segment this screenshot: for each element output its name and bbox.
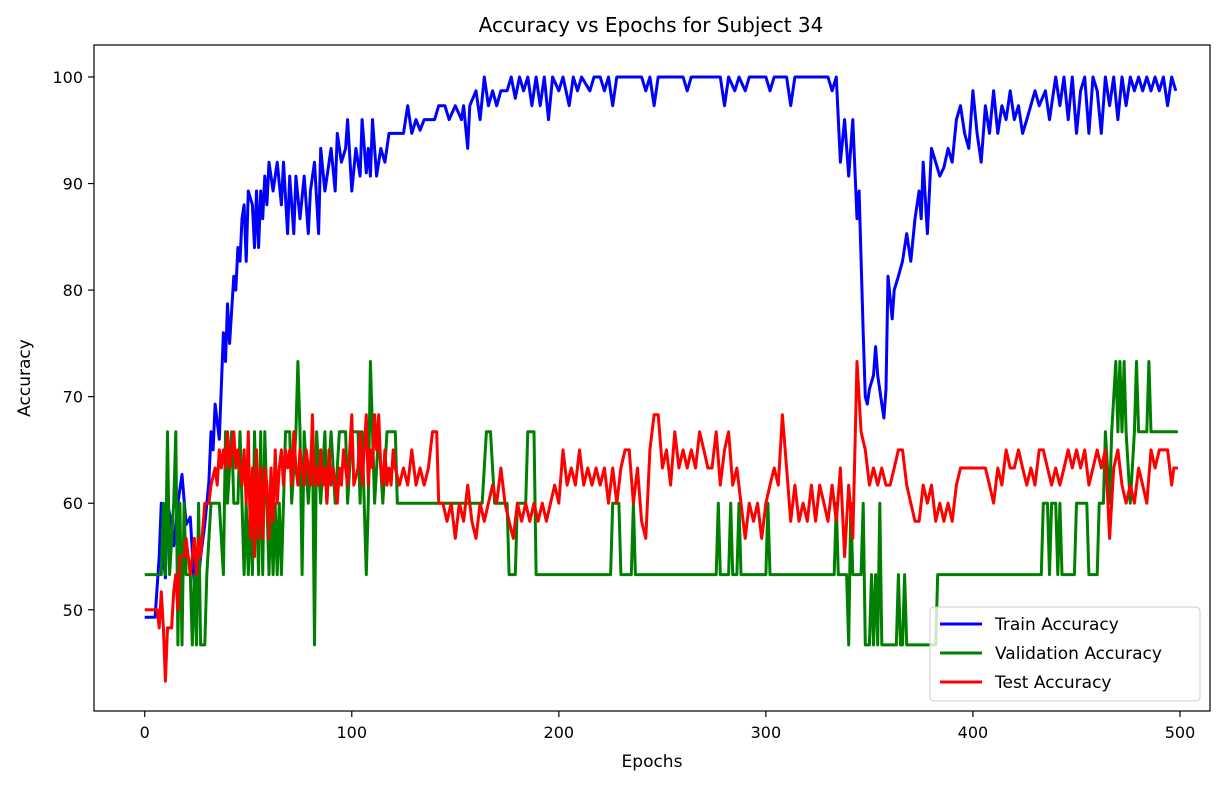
series-line-0 [144, 75, 1178, 619]
y-axis-label: Accuracy [15, 339, 35, 417]
x-tick-label: 300 [751, 723, 782, 742]
x-tick-label: 0 [140, 723, 150, 742]
axes-frame [93, 44, 1211, 712]
y-tick-label: 100 [52, 68, 83, 87]
legend-box [929, 606, 1201, 702]
y-tick-label: 50 [63, 601, 83, 620]
x-axis-ticks: 0 100 200 300 400 500 [140, 711, 1196, 742]
x-tick-label: 200 [544, 723, 575, 742]
series-line-1 [144, 360, 1178, 647]
series-line-2 [144, 360, 1178, 683]
y-tick-label: 90 [63, 175, 83, 194]
x-axis-label: Epochs [622, 752, 683, 772]
y-tick-label: 80 [63, 281, 83, 300]
legend-label-test: Test Accuracy [994, 673, 1112, 693]
x-tick-label: 100 [337, 723, 368, 742]
y-tick-label: 70 [63, 388, 83, 407]
x-tick-label: 500 [1165, 723, 1196, 742]
legend-label-validation: Validation Accuracy [995, 644, 1162, 664]
y-axis-ticks: 50 60 70 80 90 100 [52, 68, 94, 620]
y-tick-label: 60 [63, 494, 83, 513]
plot-lines [144, 75, 1178, 683]
chart-title: Accuracy vs Epochs for Subject 34 [479, 13, 824, 37]
legend: Train Accuracy Validation Accuracy Test … [929, 606, 1201, 702]
x-tick-label: 400 [958, 723, 989, 742]
legend-label-train: Train Accuracy [994, 615, 1119, 635]
